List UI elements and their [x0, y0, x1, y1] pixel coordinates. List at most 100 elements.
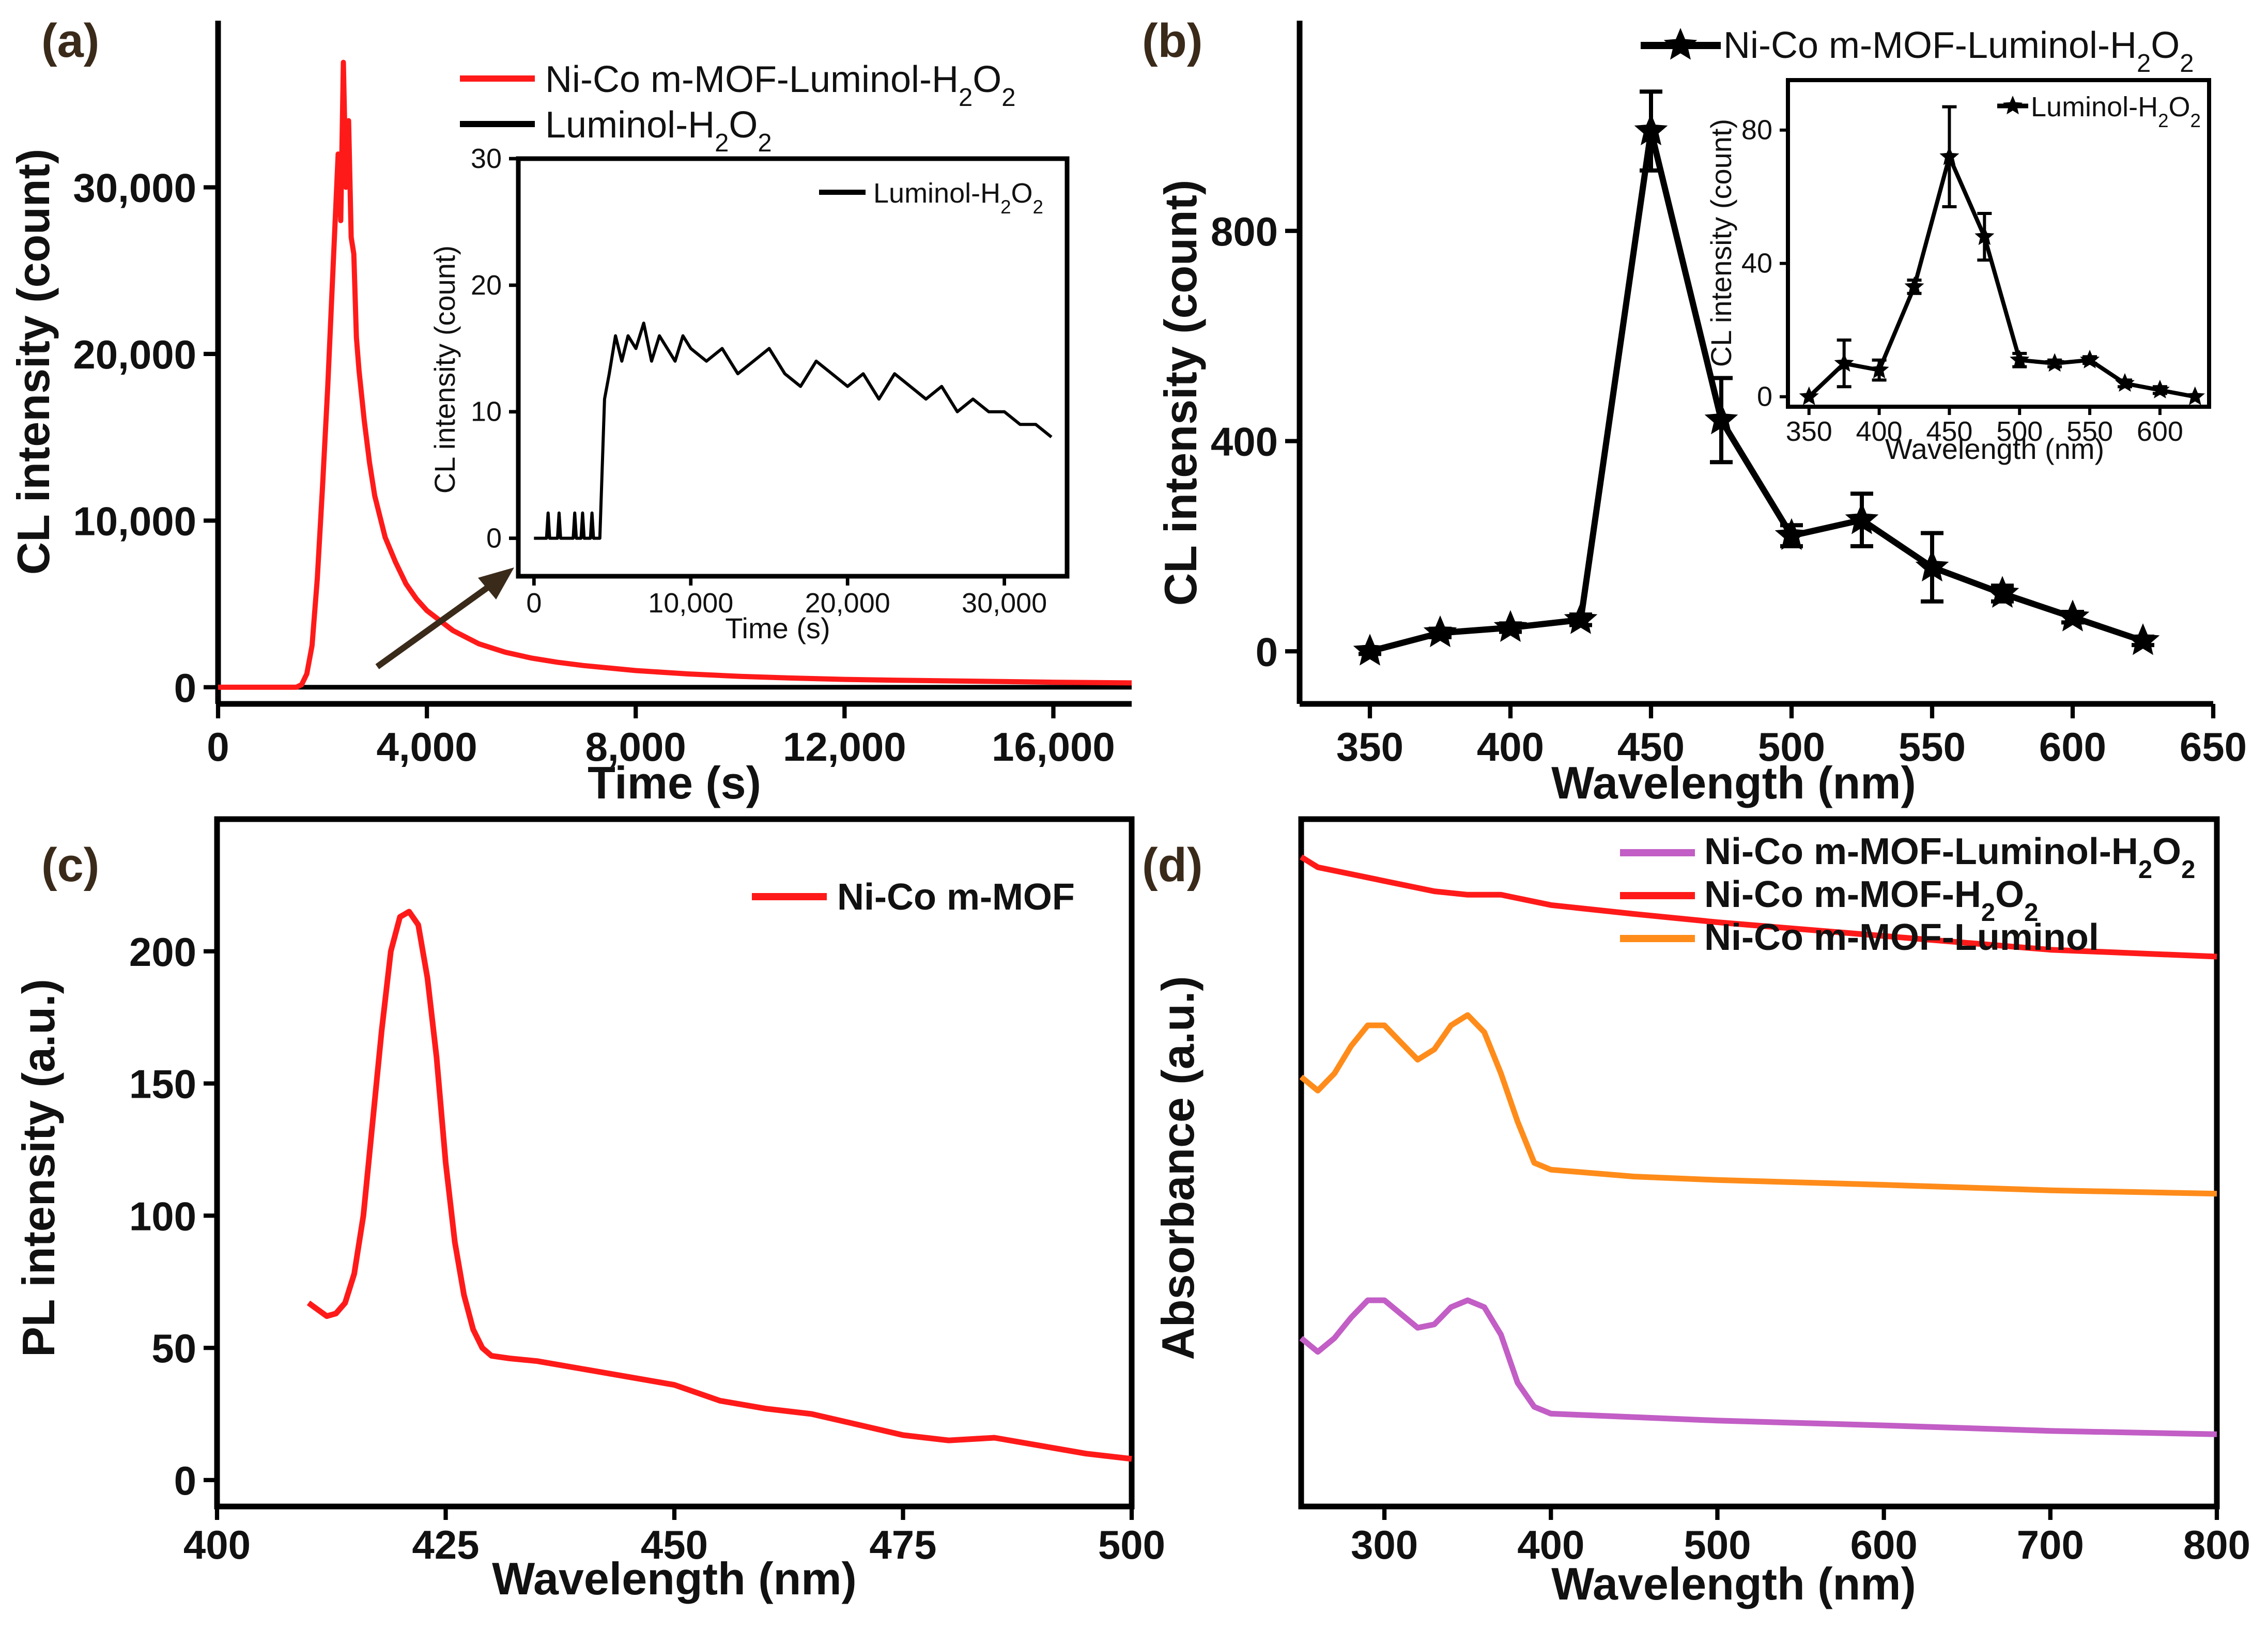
inset-series-line: [534, 321, 1053, 540]
x-tick-label: 400: [183, 1522, 251, 1567]
legend-subscript: 2: [959, 84, 973, 112]
inset-data-point-star: [1869, 360, 1889, 379]
y-tick-label: 0: [1757, 381, 1772, 412]
y-tick-label: 50: [151, 1326, 196, 1371]
legend-text-part: Ni-Co m-MOF-Luminol-H: [1704, 831, 2138, 872]
plot-frame: [1298, 816, 2220, 1510]
x-tick-label: 450: [1926, 416, 1972, 447]
y-tick-label: 0: [486, 523, 502, 554]
y-axis-title: CL intensity (count): [1155, 180, 1206, 606]
y-tick-label: 0: [1256, 629, 1278, 674]
inset-y-axis-title: CL intensity (count): [1705, 119, 1737, 367]
x-tick-label: 30,000: [962, 588, 1047, 619]
panel-label: (b): [1142, 14, 1202, 67]
series-line-1: [1300, 854, 2217, 960]
panel-label: (c): [41, 839, 99, 891]
x-tick-label: 425: [412, 1522, 479, 1567]
x-tick-label: 10,000: [648, 588, 733, 619]
x-axis-title: Wavelength (nm): [1551, 757, 1916, 808]
panel-b: (b)350 400 450 500 550 600 6500400800Wavelengt…: [1142, 14, 2247, 808]
y-tick-label: 30: [471, 143, 502, 174]
legend-subscript: 2: [1001, 84, 1015, 112]
x-tick-label: 650: [2180, 724, 2247, 770]
panel-c: (c) 400 425 450 475 500 0 50 100 150 200 Wavelength…: [13, 816, 1165, 1604]
y-axis-title: Absorbance (a.u.): [1152, 976, 1204, 1360]
legend-text-part: Luminol-H: [545, 104, 715, 146]
legend-text-part: O: [1995, 874, 2024, 915]
inset-legend-label: Luminol-H2O2: [873, 178, 1043, 218]
legend-text-part: Luminol-H: [2031, 91, 2158, 122]
legend-subscript: 2: [1033, 196, 1043, 218]
y-tick-label: 0: [174, 1458, 196, 1503]
y-tick-label: 150: [129, 1062, 196, 1107]
legend-text-part: Luminol-H: [873, 178, 1000, 209]
x-axis-title: Wavelength (nm): [492, 1553, 857, 1604]
x-tick-label: 350: [1336, 724, 1403, 770]
legend-marker: [1663, 28, 1698, 60]
x-tick-label: 475: [869, 1522, 936, 1567]
legend-text-part: O: [2152, 831, 2181, 872]
y-tick-label: 20,000: [73, 332, 196, 377]
inset-data-point-star: [2185, 386, 2205, 405]
inset-data-point-star: [2010, 349, 2030, 368]
x-tick-label: 0: [526, 588, 542, 619]
inset-background: [1788, 80, 2209, 407]
inset-data-point-star: [2150, 379, 2170, 398]
legend-text-part: O: [973, 59, 1001, 100]
y-axis-title: CL intensity (count): [8, 149, 59, 575]
legend-label: Ni-Co m-MOF-Luminol-H2O2: [545, 59, 1016, 112]
series-line-nico-mof: [218, 59, 1132, 690]
legend-label: Ni-Co m-MOF-Luminol: [1704, 917, 2099, 958]
inset-data-point-star: [1904, 276, 1924, 295]
data-point-star: [1915, 549, 1949, 582]
annotation-arrow: [375, 579, 498, 669]
y-tick-label: 10,000: [73, 498, 196, 544]
x-tick-label: 0: [207, 724, 229, 770]
legend-subscript: 2: [2024, 899, 2038, 927]
legend-subscript: 2: [2138, 856, 2152, 884]
x-tick-label: 300: [1351, 1522, 1418, 1567]
x-tick-label: 800: [2183, 1522, 2250, 1567]
x-tick-label: 600: [1850, 1522, 1918, 1567]
inset-x-axis-title: Time (s): [725, 612, 830, 644]
inset-data-point-star: [1799, 386, 1819, 405]
legend-text-part: Ni-Co m-MOF: [837, 876, 1075, 918]
data-point-star: [2126, 623, 2160, 655]
x-tick-label: 350: [1786, 416, 1832, 447]
legend-label: Ni-Co m-MOF-H2O2: [1704, 874, 2038, 927]
x-tick-label: 500: [1996, 416, 2043, 447]
x-tick-label: 600: [2137, 416, 2183, 447]
data-point-star: [1564, 602, 1598, 634]
inset-data-point-star: [2045, 353, 2065, 372]
arrow-head: [478, 567, 514, 599]
x-tick-label: 550: [1899, 724, 1966, 770]
legend-subscript: 2: [2180, 50, 2194, 78]
legend-label: Luminol-H2O2: [545, 104, 772, 157]
x-axis-title: Time (s): [588, 757, 761, 808]
series-line: [306, 909, 1132, 1462]
x-tick-label: 400: [1477, 724, 1544, 770]
y-tick-label: 0: [174, 665, 196, 711]
data-point-star: [1634, 113, 1668, 146]
legend-label: Ni-Co m-MOF-Luminol-H2O2: [1704, 831, 2195, 884]
x-tick-label: 16,000: [992, 724, 1115, 770]
inset-data-point-star: [2115, 373, 2135, 392]
series-line-0: [1299, 1297, 2217, 1437]
x-tick-label: 450: [1617, 724, 1685, 770]
legend-text-part: Ni-Co m-MOF-Luminol: [1704, 917, 2099, 958]
inset-data-point-star: [2080, 349, 2100, 368]
inset-legend-label: Luminol-H2O2: [2031, 91, 2201, 131]
x-tick-label: 4,000: [377, 724, 477, 770]
legend-text-part: O: [2169, 91, 2190, 122]
y-tick-label: 400: [1211, 419, 1278, 465]
inset-x-axis-title: Wavelength (nm): [1885, 433, 2104, 465]
legend-subscript: 2: [715, 129, 729, 157]
legend-text-part: O: [1011, 178, 1033, 209]
plot-frame: [1786, 78, 2211, 409]
panel-d: (d) 300 400 500 600 700 800 Wavelength (nm) Abso…: [1142, 816, 2250, 1609]
legend-subscript: 2: [758, 129, 772, 157]
plot-frame: [516, 156, 1070, 579]
x-tick-label: 400: [1517, 1522, 1584, 1567]
x-tick-label: 20,000: [805, 588, 890, 619]
